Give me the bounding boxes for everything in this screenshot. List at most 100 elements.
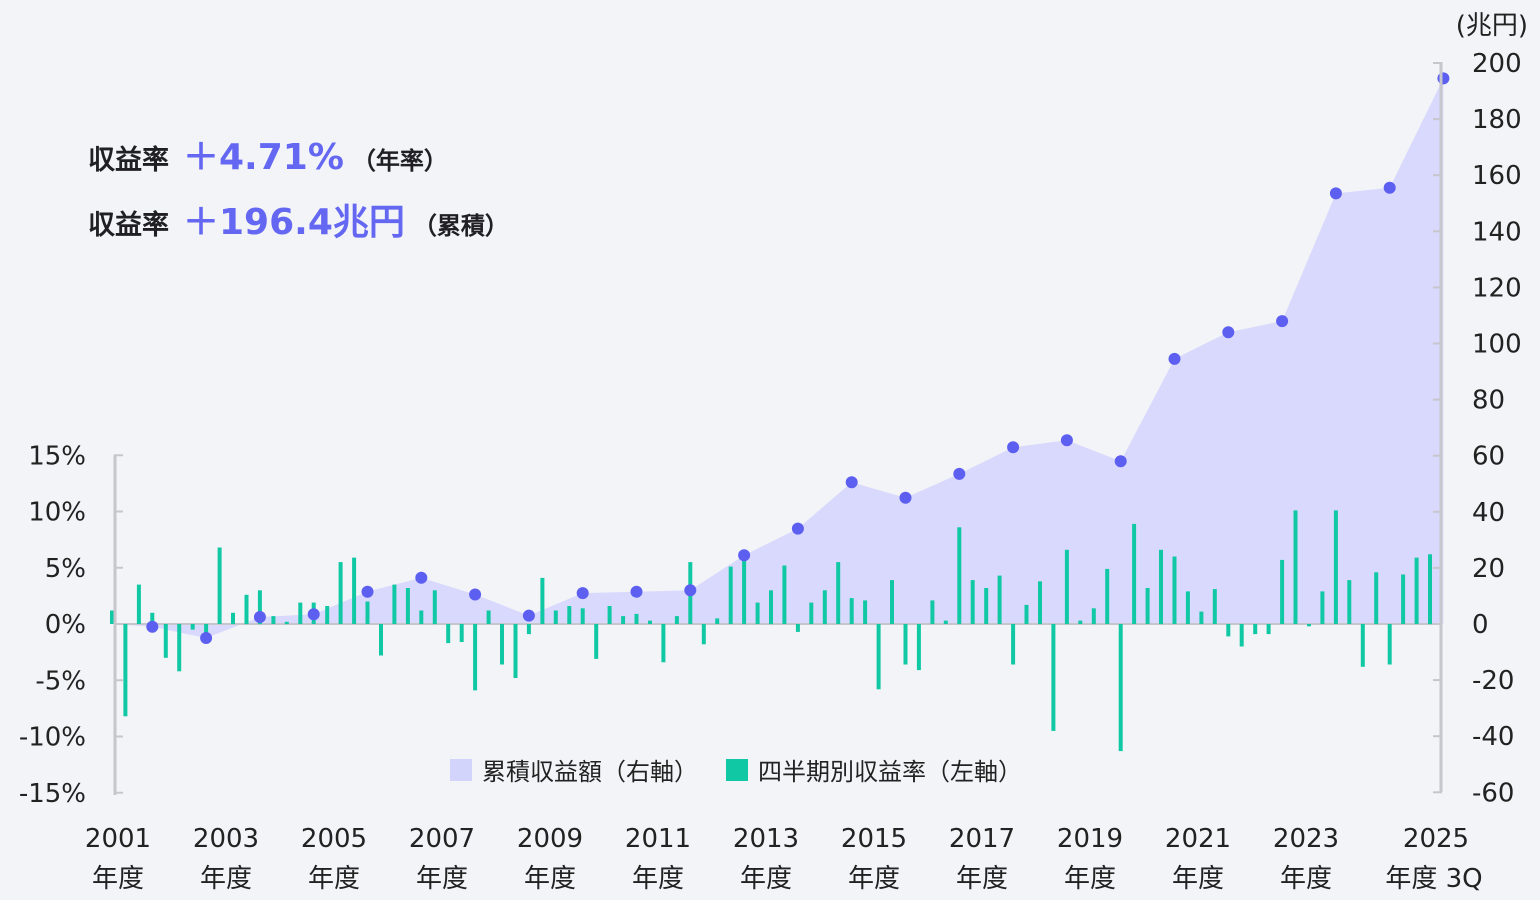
quarterly-bar (1159, 549, 1163, 625)
quarterly-bar (553, 610, 558, 624)
quarterly-bar (1428, 554, 1432, 625)
quarterly-bar (1293, 510, 1298, 624)
quarterly-bar (822, 590, 827, 625)
right-axis-tick-label: 200 (1472, 49, 1522, 79)
quarterly-bar (1307, 624, 1311, 627)
cumulative-area (112, 78, 1444, 638)
quarterly-bar (1347, 580, 1352, 624)
quarterly-bar (1172, 556, 1177, 624)
cumulative-point (899, 491, 912, 504)
quarterly-bar (1212, 589, 1217, 624)
quarterly-bar (849, 598, 854, 624)
quarterly-bar (1320, 591, 1325, 624)
x-axis-suffix-label: 年度 (92, 864, 144, 894)
right-axis-tick-label: 180 (1472, 105, 1522, 135)
quarterly-bar (970, 580, 975, 624)
x-axis-year-label: 2023 (1273, 824, 1339, 854)
annual-return-note: （年率） (351, 147, 448, 175)
quarterly-bar (1024, 604, 1029, 624)
right-axis-tick-label: -40 (1472, 722, 1514, 752)
quarterly-bar (634, 613, 639, 624)
x-axis-suffix-label: 年度 (1172, 864, 1224, 894)
quarterly-bar (526, 624, 531, 635)
left-axis-tick-label: 5% (45, 554, 86, 584)
left-axis-tick-label: 0% (45, 610, 86, 640)
quarterly-bar (405, 588, 410, 624)
x-axis-year-label: 2025 (1403, 824, 1469, 854)
cumulative-point (415, 571, 428, 584)
quarterly-bar (136, 584, 141, 624)
left-axis-tick-label: -15% (19, 779, 86, 809)
x-axis-suffix-label: 年度 (1280, 864, 1332, 894)
quarterly-bar (110, 610, 114, 624)
cumulative-point (1007, 441, 1020, 454)
cumulative-point (1060, 434, 1073, 447)
quarterly-bar (338, 562, 343, 624)
quarterly-bar (795, 624, 800, 632)
quarterly-bar (1387, 624, 1392, 665)
cumulative-point (1437, 72, 1450, 85)
quarterly-bar (997, 575, 1002, 624)
quarterly-bar (1253, 624, 1258, 635)
x-axis-year-label: 2021 (1165, 824, 1231, 854)
quarterly-bar (890, 580, 894, 624)
quarterly-bar (500, 624, 504, 665)
right-axis-tick-label: 40 (1472, 498, 1505, 528)
quarterly-bar (580, 608, 585, 625)
quarterly-bar (486, 610, 491, 624)
x-axis-year-label: 2017 (949, 824, 1015, 854)
cumulative-point (953, 467, 966, 480)
x-axis-suffix-label: 年度 (848, 864, 900, 894)
quarterly-bar (204, 624, 209, 636)
x-axis-year-label: 2011 (625, 824, 691, 854)
quarterly-bar (674, 616, 679, 624)
quarterly-bar (163, 624, 168, 658)
x-axis-suffix-label: 年度 (956, 864, 1008, 894)
quarterly-bar (1051, 624, 1056, 731)
x-axis-suffix-label: 年度 (308, 864, 360, 894)
cumulative-return-label: 収益率 (88, 210, 169, 241)
quarterly-bar (701, 624, 706, 645)
right-axis-tick-label: 20 (1472, 554, 1505, 584)
quarterly-bar (1118, 624, 1123, 752)
left-axis-tick-label: -10% (19, 723, 86, 753)
cumulative-point (1114, 455, 1127, 468)
quarterly-bar (459, 624, 464, 642)
legend-swatch-area (450, 758, 472, 781)
quarterly-bar (123, 624, 128, 717)
quarterly-bar (392, 584, 397, 624)
quarterly-bar (1091, 608, 1096, 625)
x-axis-year-label: 2005 (301, 824, 367, 854)
cumulative-point (1168, 352, 1181, 365)
quarterly-bar (271, 616, 276, 624)
quarterly-bar (715, 618, 720, 624)
quarterly-bar (1185, 591, 1190, 624)
x-axis-suffix-label: 年度 (632, 864, 684, 894)
cumulative-point (361, 585, 374, 598)
cumulative-point (630, 585, 643, 598)
cumulative-point (845, 476, 858, 489)
quarterly-bar (1226, 624, 1231, 637)
x-axis-suffix-label: 年度 3Q (1385, 864, 1482, 894)
legend-item-quarterly: 四半期別収益率（左軸） (726, 752, 1022, 787)
cumulative-return-note: （累積） (412, 212, 509, 240)
x-axis-year-label: 2009 (517, 824, 583, 854)
quarterly-bar (257, 590, 262, 625)
quarterly-bar (1199, 611, 1204, 624)
quarterly-bar (446, 624, 451, 644)
quarterly-bar (1239, 624, 1244, 647)
x-axis-year-label: 2001 (85, 824, 151, 854)
right-axis-tick-label: 100 (1472, 330, 1522, 360)
cumulative-point (469, 588, 482, 601)
x-axis-year-label: 2007 (409, 824, 475, 854)
right-axis-tick-label: -60 (1472, 778, 1514, 808)
quarterly-bar (379, 624, 383, 656)
quarterly-bar (1280, 559, 1285, 624)
quarterly-bar (607, 606, 612, 624)
quarterly-bar (1078, 620, 1083, 624)
quarterly-bar (755, 602, 760, 624)
quarterly-bar (1011, 624, 1016, 665)
quarterly-bar (1333, 510, 1338, 624)
